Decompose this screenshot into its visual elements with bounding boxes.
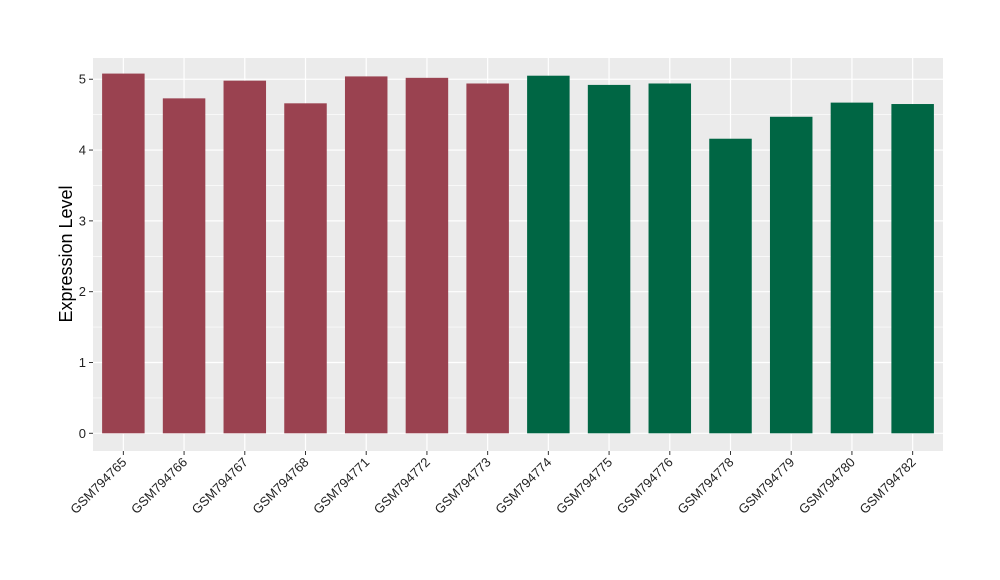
y-tick-label: 1	[79, 355, 86, 370]
x-tick-label: GSM794780	[796, 455, 858, 517]
bar-GSM794775	[587, 84, 631, 434]
x-tick-label: GSM794768	[249, 455, 311, 517]
x-tick-label: GSM794782	[857, 455, 919, 517]
x-tick-label: GSM794766	[128, 455, 190, 517]
x-tick-label: GSM794775	[553, 455, 615, 517]
x-tick-label: GSM794772	[371, 455, 433, 517]
y-tick-label: 3	[79, 213, 86, 228]
bar-GSM794780	[830, 102, 874, 434]
bar-GSM794774	[527, 75, 570, 434]
bar-GSM794773	[466, 83, 509, 434]
bar-GSM794772	[405, 77, 449, 434]
y-tick-label: 0	[79, 426, 86, 441]
bar-GSM794776	[648, 83, 692, 434]
x-tick-label: GSM794767	[189, 455, 251, 517]
bar-GSM794779	[769, 116, 813, 434]
bar-GSM794766	[162, 98, 206, 434]
bars	[102, 73, 934, 434]
y-axis: 0 1 2 3 4 5	[79, 72, 93, 441]
bar-GSM794765	[102, 73, 145, 434]
bar-GSM794782	[891, 104, 934, 434]
y-tick-label: 5	[79, 72, 86, 87]
y-tick-label: 2	[79, 284, 86, 299]
x-tick-label: GSM794771	[310, 455, 372, 517]
bar-GSM794771	[344, 76, 388, 434]
bar-GSM794778	[709, 138, 752, 434]
y-axis-title: Expression Level	[56, 185, 76, 322]
bar-GSM794767	[223, 80, 267, 434]
x-tick-label: GSM794778	[674, 455, 736, 517]
x-axis: GSM794765GSM794766GSM794767GSM794768GSM7…	[67, 451, 919, 517]
plot-panel	[93, 58, 943, 451]
x-tick-label: GSM794779	[735, 455, 797, 517]
bar-GSM794768	[284, 103, 327, 434]
x-tick-label: GSM794776	[614, 455, 676, 517]
x-tick-label: GSM794774	[492, 455, 554, 517]
x-tick-label: GSM794773	[432, 455, 494, 517]
x-tick-label: GSM794765	[67, 455, 129, 517]
y-tick-label: 4	[79, 143, 86, 158]
